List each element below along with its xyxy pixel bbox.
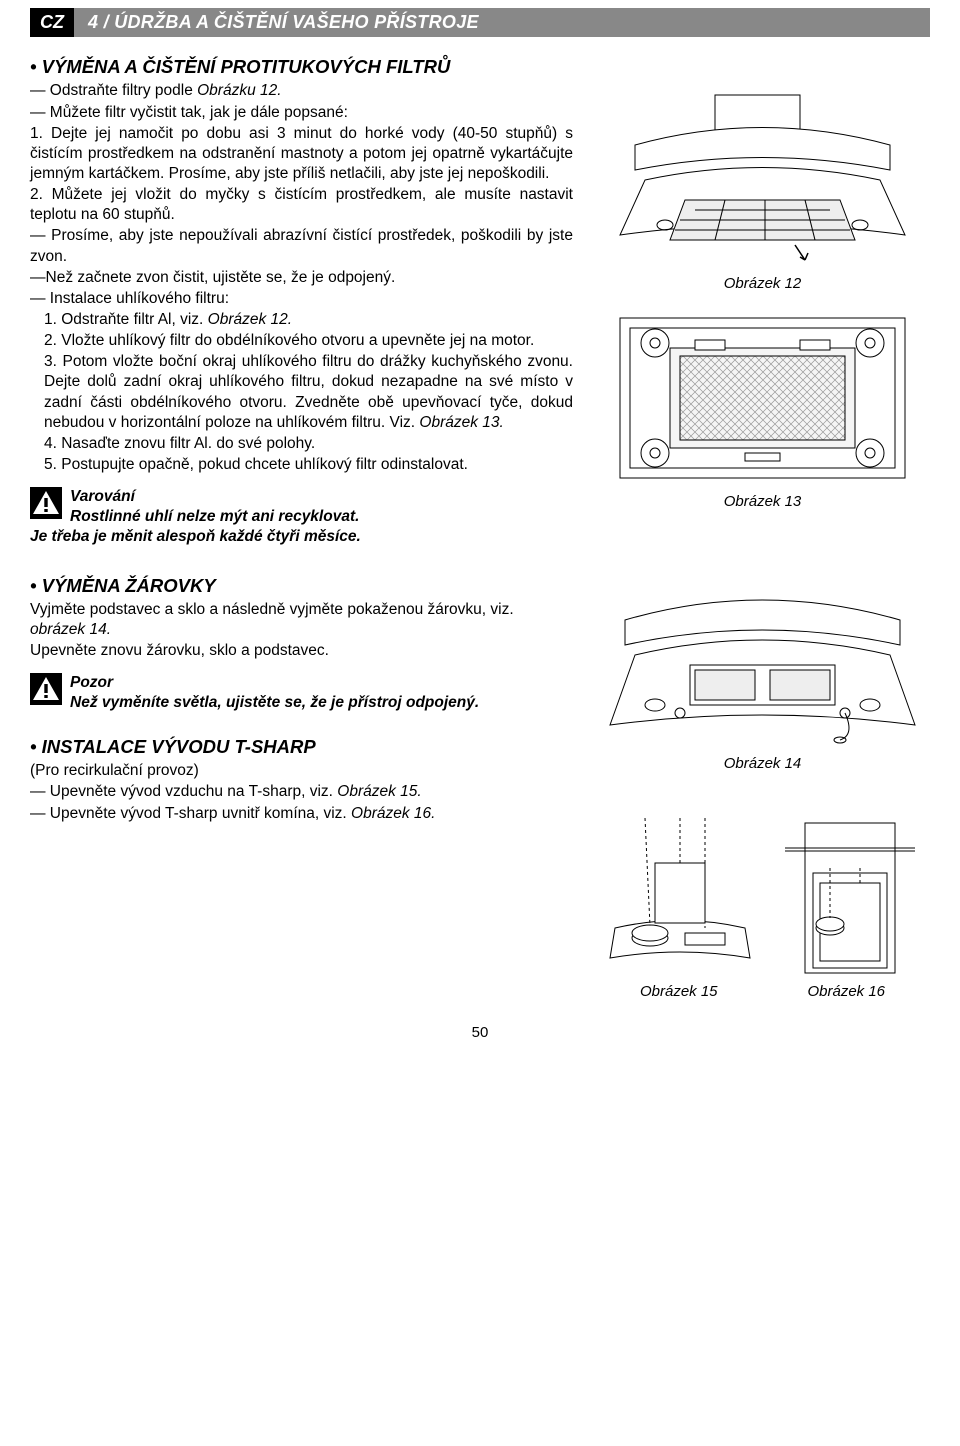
s3-l3a: — Upevněte vývod T-sharp uvnitř komína, …: [30, 805, 351, 822]
warn2-line1: Než vyměníte světla, ujistěte se, že je …: [70, 693, 479, 713]
header-title: 4 / ÚDRŽBA A ČIŠTĚNÍ VAŠEHO PŘÍSTROJE: [74, 8, 930, 37]
s3-l3b: Obrázek 16.: [351, 805, 435, 822]
header-lang-badge: CZ: [30, 8, 74, 37]
section2-heading: • VÝMĚNA ŽÁROVKY: [30, 574, 573, 598]
warning1: Varování Rostlinné uhlí nelze mýt ani re…: [30, 487, 573, 527]
s2-l2: Upevněte znovu žárovku, sklo a podstavec…: [30, 641, 573, 661]
warning-icon: [30, 673, 62, 705]
s2-l1b: obrázek 14.: [30, 621, 111, 638]
s1-l1a: — Odstraňte filtry podle: [30, 82, 197, 99]
s1-l4: 2. Můžete jej vložit do myčky s čistícím…: [30, 185, 573, 225]
s3-l2b: Obrázek 15.: [337, 783, 421, 800]
s1-l1b: Obrázku 12.: [197, 82, 281, 99]
s1-l10b: Obrázek 13.: [419, 414, 503, 431]
s2-l1a: Vyjměte podstavec a sklo a následně vyjm…: [30, 601, 514, 618]
s1-l2: — Můžete filtr vyčistit tak, jak je dále…: [30, 103, 573, 123]
figure-14: [595, 565, 930, 750]
figure-13: [595, 308, 930, 488]
s1-l3: 1. Dejte jej namočit po dobu asi 3 minut…: [30, 124, 573, 184]
s1-l9: 2. Vložte uhlíkový filtr do obdélníkovéh…: [30, 331, 573, 351]
figure-15-caption: Obrázek 15: [640, 982, 718, 1002]
page-number: 50: [30, 1023, 930, 1043]
section3-heading: • INSTALACE VÝVODU T-SHARP: [30, 735, 573, 759]
s3-l1: (Pro recirkulační provoz): [30, 761, 573, 781]
s1-l8b: Obrázek 12.: [208, 311, 292, 328]
warning-icon: [30, 487, 62, 519]
s1-l8a: 1. Odstraňte filtr Al, viz.: [44, 311, 208, 328]
left-column: • VÝMĚNA A ČIŠTĚNÍ PROTITUKOVÝCH FILTRŮ …: [30, 45, 573, 1001]
figure-13-caption: Obrázek 13: [595, 492, 930, 512]
figure-12-caption: Obrázek 12: [595, 274, 930, 294]
warn1-line2: Je třeba je měnit alespoň každé čtyři mě…: [30, 527, 573, 547]
s3-l2a: — Upevněte vývod vzduchu na T-sharp, viz…: [30, 783, 337, 800]
section1-body: — Odstraňte filtry podle Obrázku 12. — M…: [30, 81, 573, 475]
figure-15-16: [595, 808, 930, 978]
figure-14-caption: Obrázek 14: [595, 754, 930, 774]
s1-l11: 4. Nasaďte znovu filtr Al. do své polohy…: [30, 434, 573, 454]
s1-l5: — Prosíme, aby jste nepoužívali abrazívn…: [30, 226, 573, 266]
warn1-line1: Rostlinné uhlí nelze mýt ani recyklovat.: [70, 507, 359, 527]
warn1-title: Varování: [70, 487, 359, 507]
header-bar: CZ 4 / ÚDRŽBA A ČIŠTĚNÍ VAŠEHO PŘÍSTROJE: [30, 8, 930, 37]
section1-heading: • VÝMĚNA A ČIŠTĚNÍ PROTITUKOVÝCH FILTRŮ: [30, 55, 573, 79]
figure-12: [595, 85, 930, 270]
figure-16-caption: Obrázek 16: [807, 982, 885, 1002]
main-content: • VÝMĚNA A ČIŠTĚNÍ PROTITUKOVÝCH FILTRŮ …: [30, 45, 930, 1001]
s1-l12: 5. Postupujte opačně, pokud chcete uhlík…: [30, 455, 573, 475]
s1-l6: —Než začnete zvon čistit, ujistěte se, ž…: [30, 268, 573, 288]
warning2: Pozor Než vyměníte světla, ujistěte se, …: [30, 673, 573, 713]
warning1-text: Varování Rostlinné uhlí nelze mýt ani re…: [70, 487, 359, 527]
warn2-title: Pozor: [70, 673, 479, 693]
figure-15-16-captions: Obrázek 15 Obrázek 16: [595, 982, 930, 1002]
right-column: Obrázek 12: [595, 45, 930, 1001]
s1-l7: — Instalace uhlíkového filtru:: [30, 289, 573, 309]
warning2-text: Pozor Než vyměníte světla, ujistěte se, …: [70, 673, 479, 713]
